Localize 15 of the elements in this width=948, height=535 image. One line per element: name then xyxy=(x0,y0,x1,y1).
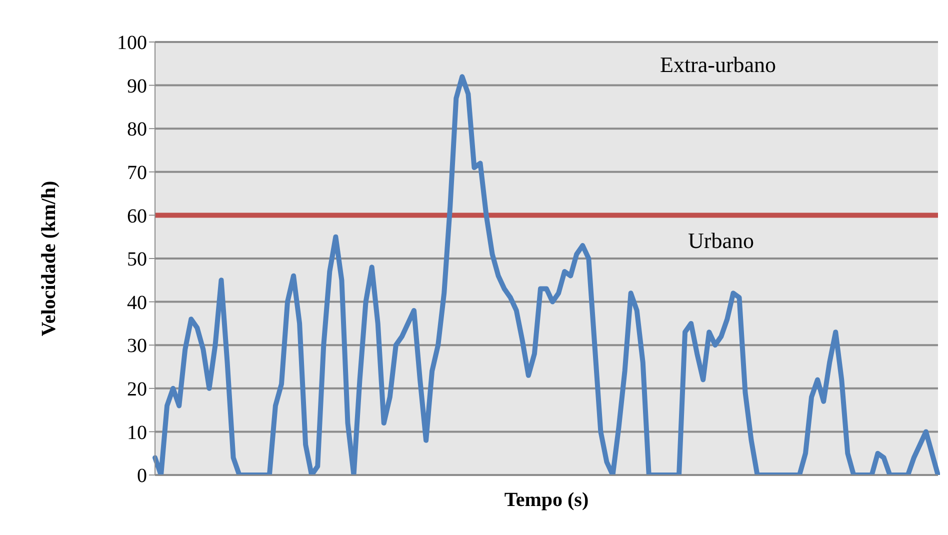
y-tick-label: 0 xyxy=(137,465,147,488)
y-tick-label: 40 xyxy=(127,292,147,314)
y-tick-label: 60 xyxy=(127,205,147,228)
y-tick-label: 50 xyxy=(127,248,147,271)
y-tick-label: 90 xyxy=(127,75,147,98)
y-tick-label: 100 xyxy=(117,32,147,54)
annotation: Extra-urbano xyxy=(660,52,776,78)
y-tick-label: 10 xyxy=(127,422,147,444)
annotation: Urbano xyxy=(688,228,754,254)
y-tick-label: 80 xyxy=(127,118,147,141)
y-tick-label: 30 xyxy=(127,335,147,358)
y-tick-label: 70 xyxy=(127,162,147,184)
y-tick-label: 20 xyxy=(127,378,147,400)
x-axis-title: Tempo (s) xyxy=(504,489,589,511)
y-axis-title: Velocidade (km/h) xyxy=(38,180,60,336)
